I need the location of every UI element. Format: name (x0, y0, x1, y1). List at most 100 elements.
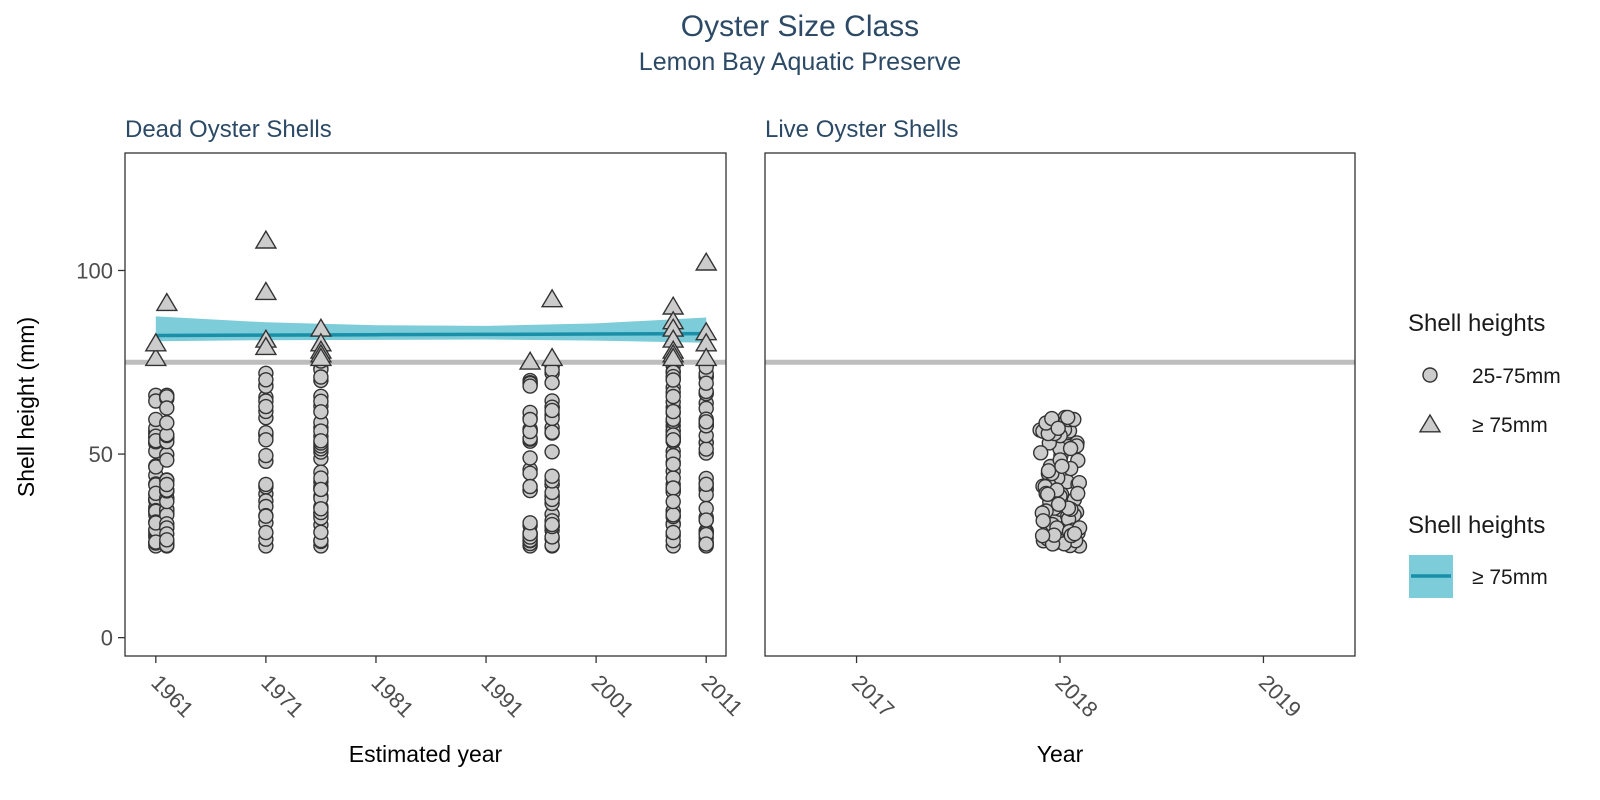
data-point (1035, 513, 1051, 529)
data-point (665, 432, 681, 448)
data-point (159, 415, 175, 431)
data-point (698, 536, 714, 552)
legend-key-triangle (1418, 413, 1442, 433)
data-point (544, 468, 560, 484)
trend-line (155, 331, 707, 338)
panel-dead-shells: Dead Oyster Shells 1961 1971 1981 1991 2001 20… (76, 116, 748, 767)
data-point (1050, 496, 1067, 512)
data-point (544, 402, 560, 419)
data-point-triangle (254, 229, 278, 249)
y-axis-title: Shell height (mm) (13, 317, 39, 497)
data-point (1040, 463, 1057, 479)
data-point (313, 481, 329, 498)
data-point (1050, 420, 1066, 436)
legend-label: ≥ 75mm (1472, 414, 1548, 437)
data-point (1066, 526, 1083, 542)
data-point-triangle (254, 336, 278, 356)
data-point-triangle (144, 332, 168, 352)
x-tick-label: 2017 (847, 670, 899, 722)
data-point-triangle (694, 251, 718, 271)
data-point (522, 465, 538, 481)
x-axis-title: Estimated year (349, 741, 503, 767)
x-tick-label: 1961 (146, 670, 198, 722)
data-point (313, 369, 329, 385)
panel-border (124, 152, 727, 657)
data-point (258, 508, 274, 524)
data-point-triangle (144, 347, 168, 367)
data-point (1069, 485, 1086, 502)
data-point (544, 424, 560, 440)
data-point (313, 433, 329, 449)
data-point (159, 452, 175, 468)
legend-label: ≥ 75mm (1472, 566, 1548, 589)
data-point-triangle (694, 347, 718, 367)
x-tick-label: 1981 (366, 670, 418, 722)
x-axis-title: Year (1037, 741, 1084, 767)
data-point (313, 524, 329, 540)
data-point (698, 414, 714, 430)
data-point (698, 375, 714, 391)
x-tick-label: 2001 (587, 670, 639, 722)
data-point (698, 441, 714, 457)
data-point (698, 476, 714, 492)
data-point (148, 459, 164, 475)
data-point (258, 372, 274, 388)
data-point (544, 444, 560, 460)
data-point (1054, 458, 1070, 474)
data-point (665, 524, 681, 541)
data-point (258, 447, 274, 464)
data-point (159, 400, 175, 416)
data-point (258, 524, 274, 541)
data-point (698, 512, 714, 528)
data-point (665, 480, 681, 496)
data-point (1059, 409, 1076, 426)
x-tick-label: 2011 (697, 670, 748, 721)
data-point (1032, 445, 1049, 461)
y-tick-label: 50 (89, 442, 113, 467)
data-point (522, 378, 538, 394)
data-point (544, 516, 560, 533)
data-point (258, 432, 274, 448)
data-point (159, 476, 175, 493)
legend-key-circle (1422, 367, 1438, 383)
panel-title: Dead Oyster Shells (125, 116, 332, 143)
data-point-triangle (155, 292, 179, 312)
plot-area (125, 153, 726, 656)
x-tick-label: 2019 (1254, 670, 1306, 722)
data-point (1039, 486, 1056, 502)
data-point-triangle (540, 347, 564, 367)
data-point (159, 532, 175, 548)
legend-title-points: Shell heights (1408, 310, 1545, 337)
data-point (665, 456, 681, 472)
data-point (665, 388, 681, 405)
plot-area (765, 153, 1355, 656)
data-point (258, 476, 274, 493)
data-point-triangle (540, 288, 564, 308)
x-tick-label: 1991 (477, 670, 529, 722)
panel-live-shells: Live Oyster Shells 2017 2018 2019 Year (764, 116, 1356, 767)
y-tick-label: 0 (101, 626, 113, 651)
data-point (258, 398, 274, 415)
legend-label: 25-75mm (1472, 365, 1561, 388)
legend-title-trend: Shell heights (1408, 512, 1545, 539)
data-point (665, 403, 681, 420)
data-point (522, 478, 538, 495)
data-point-triangle (518, 350, 542, 370)
data-point (313, 404, 329, 420)
data-point (665, 507, 681, 523)
data-point-triangle (661, 347, 685, 367)
data-point (522, 450, 538, 466)
legend: Shell heights 25-75mm ≥ 75mm Shell heights ≥… (1408, 310, 1561, 598)
data-point (1034, 528, 1051, 544)
data-point (544, 375, 560, 391)
data-point (1062, 440, 1079, 457)
chart-title: Oyster Size Class (681, 10, 919, 43)
data-point (522, 515, 538, 531)
chart-subtitle: Lemon Bay Aquatic Preserve (639, 48, 961, 76)
data-point (665, 493, 681, 510)
data-point (522, 411, 538, 428)
data-point-triangle (254, 281, 278, 301)
x-tick-label: 1971 (256, 670, 308, 722)
data-point-triangle (309, 347, 333, 367)
